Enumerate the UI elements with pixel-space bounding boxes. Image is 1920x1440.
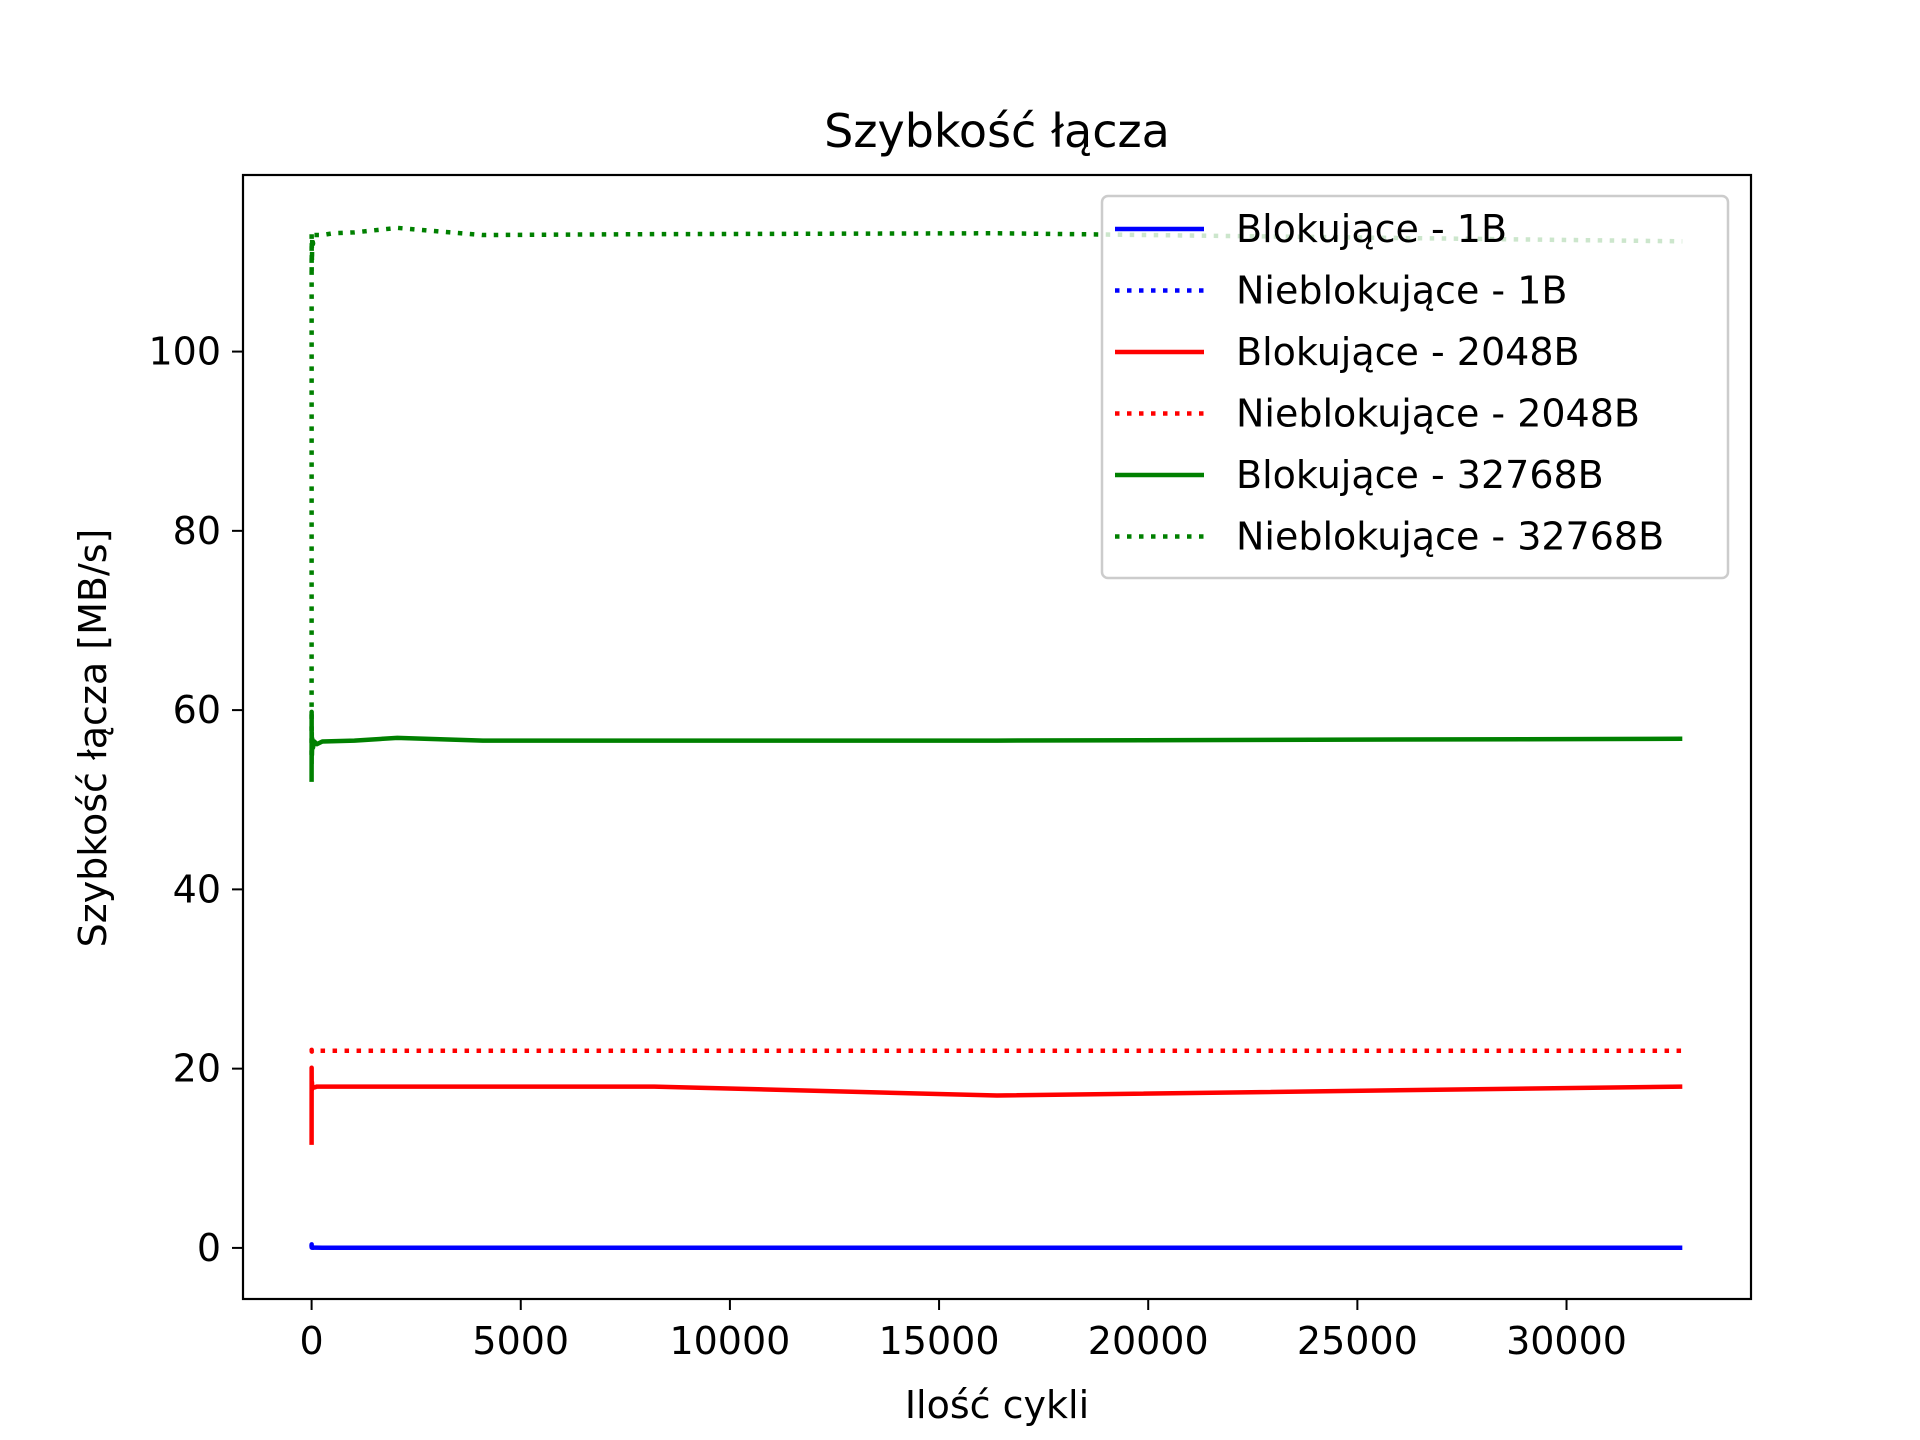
x-tick-label: 10000: [669, 1319, 790, 1363]
y-axis: 0 20 40 60 80 100: [148, 330, 243, 1270]
x-axis-label: Ilość cykli: [905, 1383, 1089, 1427]
chart-title: Szybkość łącza: [824, 104, 1170, 158]
series-line-5: [309, 709, 1683, 782]
x-axis: 0 5000 10000 15000 20000 25000 30000: [300, 1299, 1627, 1363]
legend-label-1: Blokujące - 1B: [1236, 207, 1507, 251]
legend-label-5: Blokujące - 32768B: [1236, 453, 1604, 497]
series-line-4: [309, 1047, 1683, 1054]
series-line-3: [309, 1065, 1683, 1145]
y-tick-label: 100: [148, 330, 221, 374]
y-tick-label: 20: [173, 1047, 221, 1091]
legend-label-3: Blokujące - 2048B: [1236, 330, 1580, 374]
series-group: [309, 225, 1683, 1250]
series-line-2: [309, 1243, 1683, 1250]
legend: Blokujące - 1B Nieblokujące - 1B Blokujące…: [1100, 194, 1730, 580]
x-tick-label: 30000: [1506, 1319, 1627, 1363]
plot-frame: [241, 173, 1753, 1301]
y-tick-label: 0: [197, 1226, 221, 1270]
legend-label-6: Nieblokujące - 32768B: [1236, 515, 1664, 559]
legend-label-2: Nieblokujące - 1B: [1236, 269, 1567, 313]
x-tick-label: 15000: [879, 1319, 1000, 1363]
legend-items: Blokujące - 1B Nieblokujące - 1B Blokujące…: [1115, 207, 1664, 559]
y-tick-label: 60: [173, 688, 221, 732]
legend-label-4: Nieblokujące - 2048B: [1236, 392, 1640, 436]
y-tick-label: 40: [173, 867, 221, 911]
legend-box: [1100, 194, 1730, 580]
x-tick-label: 0: [300, 1319, 324, 1363]
y-tick-label: 80: [173, 509, 221, 553]
x-tick-label: 5000: [472, 1319, 569, 1363]
x-tick-label: 25000: [1297, 1319, 1418, 1363]
y-axis-label: Szybkość łącza [MB/s]: [71, 529, 115, 948]
x-tick-label: 20000: [1088, 1319, 1209, 1363]
series-line-6: [309, 225, 1683, 755]
